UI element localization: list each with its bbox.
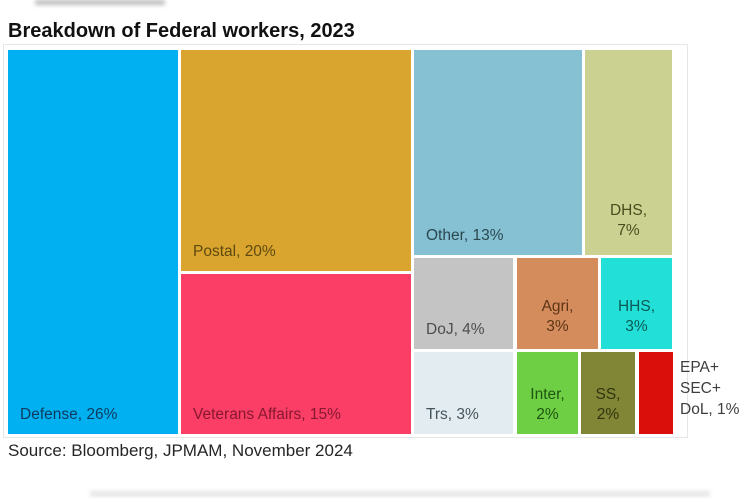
tile-label-other: Other, 13% xyxy=(426,227,504,245)
treemap-tile-other: Other, 13% xyxy=(414,50,582,255)
crop-artifact-bottom xyxy=(90,491,710,497)
tile-label-dhs-line1: DHS, xyxy=(609,202,648,219)
treemap-tile-epa-sec-dol xyxy=(639,352,673,434)
tile-label-ss-line1: SS, xyxy=(595,386,621,403)
treemap-tile-ss: SS, 2% xyxy=(581,352,635,434)
tile-label-dhs-line2: 7% xyxy=(617,222,640,239)
source-note: Source: Bloomberg, JPMAM, November 2024 xyxy=(8,441,353,460)
treemap-tile-inter: Inter, 2% xyxy=(517,352,578,434)
treemap-tile-trs: Trs, 3% xyxy=(414,352,513,434)
treemap-tile-agri: Agri, 3% xyxy=(517,258,598,349)
tile-label-agri-line2: 3% xyxy=(546,318,569,335)
tile-label-ss-line2: 2% xyxy=(596,406,620,423)
tile-label-epa-sec-dol-outside: EPA+ SEC+ DoL, 1% xyxy=(680,357,748,420)
tile-label-veterans-affairs: Veterans Affairs, 15% xyxy=(193,406,341,424)
tile-label-agri-line1: Agri, xyxy=(541,298,574,315)
tile-label-doj: DoJ, 4% xyxy=(426,321,485,339)
epa-label-line2: SEC+ xyxy=(680,380,721,397)
tile-label-defense: Defense, 26% xyxy=(20,406,118,424)
tile-label-hhs-line2: 3% xyxy=(625,318,648,335)
tile-label-trs: Trs, 3% xyxy=(426,406,479,424)
chart-title: Breakdown of Federal workers, 2023 xyxy=(8,20,355,42)
tile-label-hhs-line1: HHS, xyxy=(617,298,656,315)
treemap-tile-doj: DoJ, 4% xyxy=(414,258,513,349)
treemap-tile-defense: Defense, 26% xyxy=(8,50,178,434)
treemap-tile-veterans-affairs: Veterans Affairs, 15% xyxy=(181,274,411,434)
crop-artifact-top xyxy=(35,0,165,5)
epa-label-line3: DoL, 1% xyxy=(680,401,740,418)
tile-label-inter-line1: Inter, xyxy=(530,386,565,403)
tile-label-inter-line2: 2% xyxy=(536,406,559,423)
tile-label-postal: Postal, 20% xyxy=(193,243,276,261)
treemap-tile-postal: Postal, 20% xyxy=(181,50,411,271)
treemap-tile-hhs: HHS, 3% xyxy=(601,258,672,349)
epa-label-line1: EPA+ xyxy=(680,359,719,376)
treemap-tile-dhs: DHS, 7% xyxy=(585,50,672,255)
